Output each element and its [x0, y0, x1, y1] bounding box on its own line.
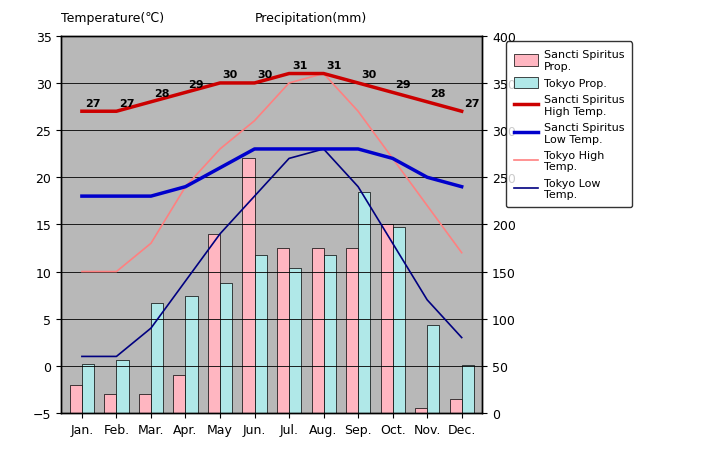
- Bar: [358, 193, 370, 413]
- Bar: [323, 255, 336, 413]
- Bar: [208, 234, 220, 413]
- Bar: [415, 409, 427, 413]
- Legend: Sancti Spiritus
Prop., Tokyo Prop., Sancti Spiritus
High Temp., Sancti Spiritus
: Sancti Spiritus Prop., Tokyo Prop., Sanc…: [506, 42, 632, 207]
- Bar: [462, 365, 474, 413]
- Text: 30: 30: [222, 70, 238, 80]
- Text: 28: 28: [430, 89, 446, 99]
- Bar: [220, 283, 232, 413]
- Text: Precipitation(mm): Precipitation(mm): [255, 12, 367, 25]
- Bar: [70, 385, 82, 413]
- Bar: [139, 394, 151, 413]
- Bar: [392, 228, 405, 413]
- Bar: [243, 159, 255, 413]
- Text: 30: 30: [361, 70, 376, 80]
- Text: 27: 27: [120, 99, 135, 108]
- Bar: [312, 248, 323, 413]
- Text: 30: 30: [257, 70, 273, 80]
- Bar: [104, 394, 117, 413]
- Text: 29: 29: [395, 80, 411, 90]
- Bar: [346, 248, 358, 413]
- Bar: [117, 360, 129, 413]
- Bar: [289, 268, 301, 413]
- Bar: [427, 325, 439, 413]
- Bar: [174, 375, 186, 413]
- Bar: [449, 399, 462, 413]
- Text: 31: 31: [326, 61, 342, 71]
- Bar: [277, 248, 289, 413]
- Text: 27: 27: [464, 99, 480, 108]
- Bar: [381, 225, 392, 413]
- Bar: [255, 255, 266, 413]
- Text: 28: 28: [154, 89, 169, 99]
- Bar: [186, 297, 197, 413]
- Bar: [82, 364, 94, 413]
- Bar: [151, 303, 163, 413]
- Text: 31: 31: [292, 61, 307, 71]
- Text: 29: 29: [188, 80, 204, 90]
- Text: 27: 27: [85, 99, 100, 108]
- Text: Temperature(℃): Temperature(℃): [61, 12, 164, 25]
